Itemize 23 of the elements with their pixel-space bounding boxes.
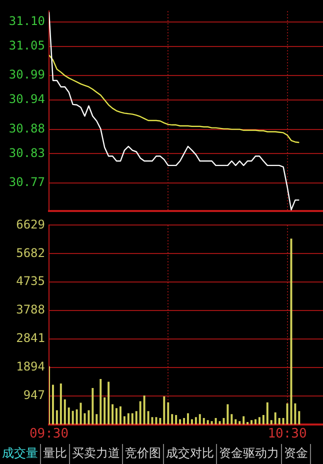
y-tick-label: 30.83 — [8, 146, 45, 160]
y-tick-label: 31.10 — [8, 14, 45, 28]
y-tick-label: 30.77 — [8, 175, 45, 190]
text: 资金驱动力 — [217, 444, 282, 464]
y-tick-label: 1894 — [16, 360, 45, 374]
y-tick-label: 2841 — [16, 331, 45, 346]
y-tick-label: 30.88 — [8, 121, 45, 136]
y-tick-label: 30.99 — [8, 68, 45, 82]
text: 买卖力道 — [70, 444, 123, 464]
text: 成交量 — [0, 444, 41, 464]
y-tick-label: 4735 — [16, 274, 45, 288]
y-tick-label: 6629 — [16, 217, 45, 232]
y-tick-label: 5682 — [16, 246, 45, 260]
text: 资金 — [282, 444, 311, 464]
x-tick-label: 09:30 — [29, 426, 69, 442]
text: 竞价图 — [123, 444, 164, 464]
y-tick-label: 31.05 — [8, 38, 45, 52]
text: 成交对比 — [164, 444, 217, 464]
x-tick-label: 10:30 — [268, 426, 307, 442]
y-tick-label: 30.94 — [8, 92, 45, 106]
y-tick-label: 3788 — [16, 302, 45, 317]
text: 量比 — [41, 444, 70, 464]
y-tick-label: 947 — [23, 388, 45, 402]
